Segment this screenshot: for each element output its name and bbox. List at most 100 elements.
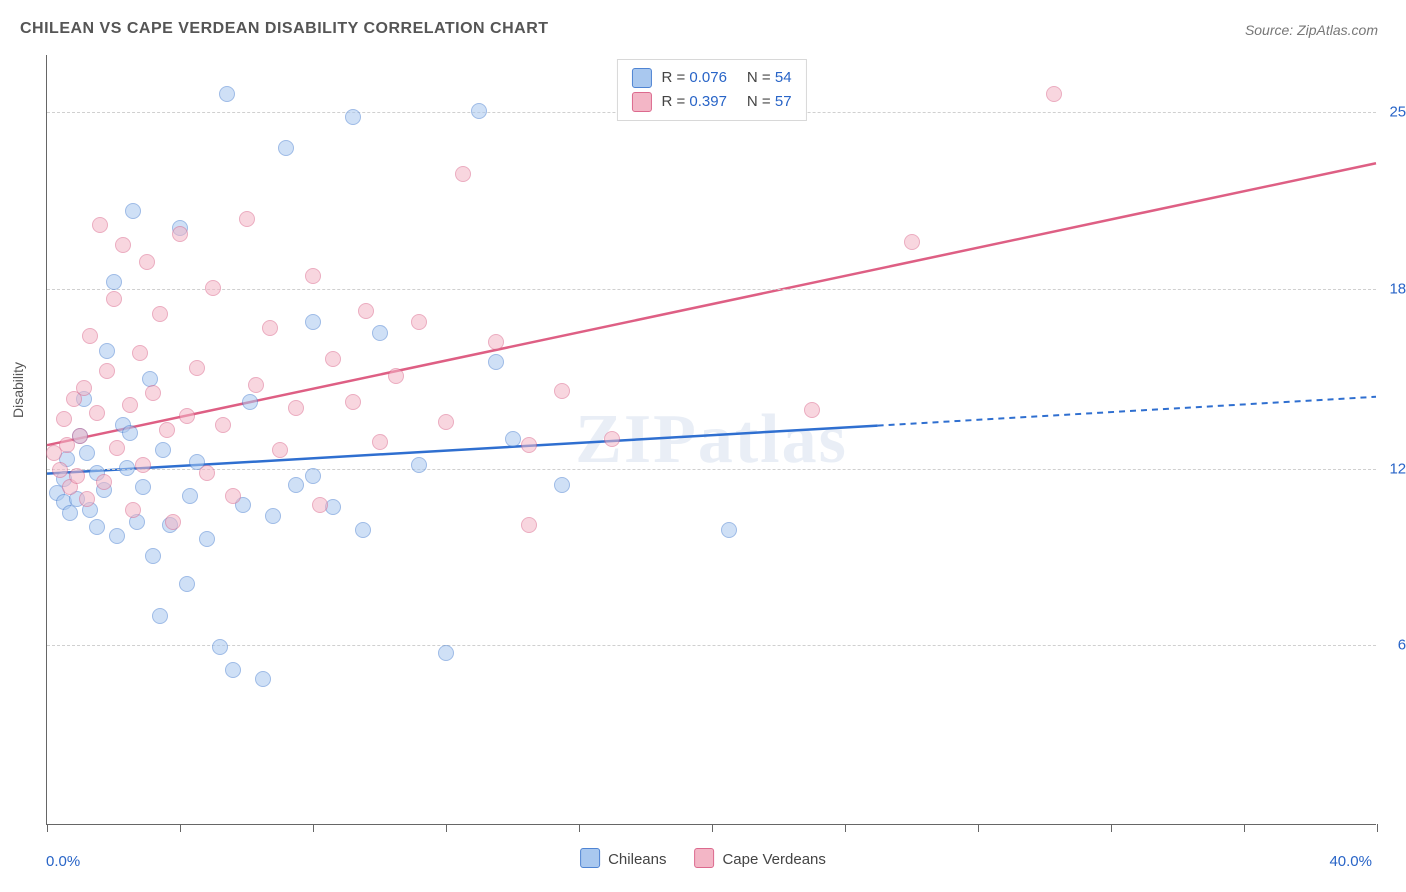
data-point (355, 522, 371, 538)
data-point (212, 639, 228, 655)
data-point (179, 576, 195, 592)
data-point (135, 457, 151, 473)
data-point (82, 328, 98, 344)
data-point (145, 385, 161, 401)
correlation-legend: R = 0.076N = 54R = 0.397N = 57 (616, 59, 806, 121)
data-point (115, 237, 131, 253)
data-point (92, 217, 108, 233)
data-point (288, 400, 304, 416)
data-point (488, 354, 504, 370)
data-point (79, 445, 95, 461)
data-point (165, 514, 181, 530)
data-point (345, 109, 361, 125)
data-point (52, 462, 68, 478)
data-point (155, 442, 171, 458)
data-point (199, 465, 215, 481)
data-point (904, 234, 920, 250)
data-point (106, 274, 122, 290)
legend-swatch (694, 848, 714, 868)
data-point (372, 325, 388, 341)
trend-lines (47, 55, 1376, 824)
data-point (265, 508, 281, 524)
gridline-h (47, 469, 1376, 470)
x-tick (579, 824, 580, 832)
legend-item: Chileans (580, 848, 666, 868)
data-point (139, 254, 155, 270)
x-tick (1244, 824, 1245, 832)
data-point (239, 211, 255, 227)
source-credit: Source: ZipAtlas.com (1245, 22, 1378, 38)
data-point (96, 474, 112, 490)
data-point (225, 488, 241, 504)
data-point (372, 434, 388, 450)
legend-r-label: R = 0.076 (661, 66, 726, 90)
data-point (312, 497, 328, 513)
data-point (152, 608, 168, 624)
data-point (152, 306, 168, 322)
data-point (248, 377, 264, 393)
data-point (305, 314, 321, 330)
x-axis-max-label: 40.0% (1329, 853, 1372, 870)
data-point (182, 488, 198, 504)
data-point (505, 431, 521, 447)
data-point (106, 291, 122, 307)
data-point (411, 314, 427, 330)
x-tick (1377, 824, 1378, 832)
legend-item: Cape Verdeans (694, 848, 825, 868)
data-point (521, 517, 537, 533)
data-point (262, 320, 278, 336)
legend-swatch (631, 92, 651, 112)
data-point (358, 303, 374, 319)
legend-r-label: R = 0.397 (661, 90, 726, 114)
data-point (804, 402, 820, 418)
legend-swatch (631, 68, 651, 88)
legend-row: R = 0.076 N = 54 (631, 66, 791, 90)
data-point (455, 166, 471, 182)
data-point (62, 505, 78, 521)
data-point (471, 103, 487, 119)
legend-swatch (580, 848, 600, 868)
legend-n-label: N = 54 (747, 66, 792, 90)
data-point (721, 522, 737, 538)
y-axis-label: Disability (10, 362, 26, 418)
x-tick (446, 824, 447, 832)
data-point (122, 397, 138, 413)
data-point (76, 380, 92, 396)
data-point (125, 203, 141, 219)
data-point (72, 428, 88, 444)
data-point (554, 477, 570, 493)
data-point (521, 437, 537, 453)
x-tick (180, 824, 181, 832)
data-point (345, 394, 361, 410)
data-point (488, 334, 504, 350)
data-point (305, 268, 321, 284)
data-point (135, 479, 151, 495)
data-point (179, 408, 195, 424)
chart-title: CHILEAN VS CAPE VERDEAN DISABILITY CORRE… (20, 20, 549, 38)
data-point (554, 383, 570, 399)
data-point (438, 414, 454, 430)
data-point (288, 477, 304, 493)
data-point (189, 360, 205, 376)
data-point (225, 662, 241, 678)
data-point (109, 528, 125, 544)
x-tick (313, 824, 314, 832)
data-point (205, 280, 221, 296)
data-point (99, 343, 115, 359)
data-point (125, 502, 141, 518)
data-point (132, 345, 148, 361)
data-point (325, 351, 341, 367)
data-point (89, 519, 105, 535)
data-point (79, 491, 95, 507)
data-point (99, 363, 115, 379)
x-tick (845, 824, 846, 832)
data-point (411, 457, 427, 473)
data-point (1046, 86, 1062, 102)
gridline-h (47, 289, 1376, 290)
data-point (69, 468, 85, 484)
x-axis-min-label: 0.0% (46, 853, 80, 870)
y-tick-label: 18.8% (1382, 280, 1406, 297)
x-tick (978, 824, 979, 832)
data-point (119, 460, 135, 476)
data-point (56, 411, 72, 427)
